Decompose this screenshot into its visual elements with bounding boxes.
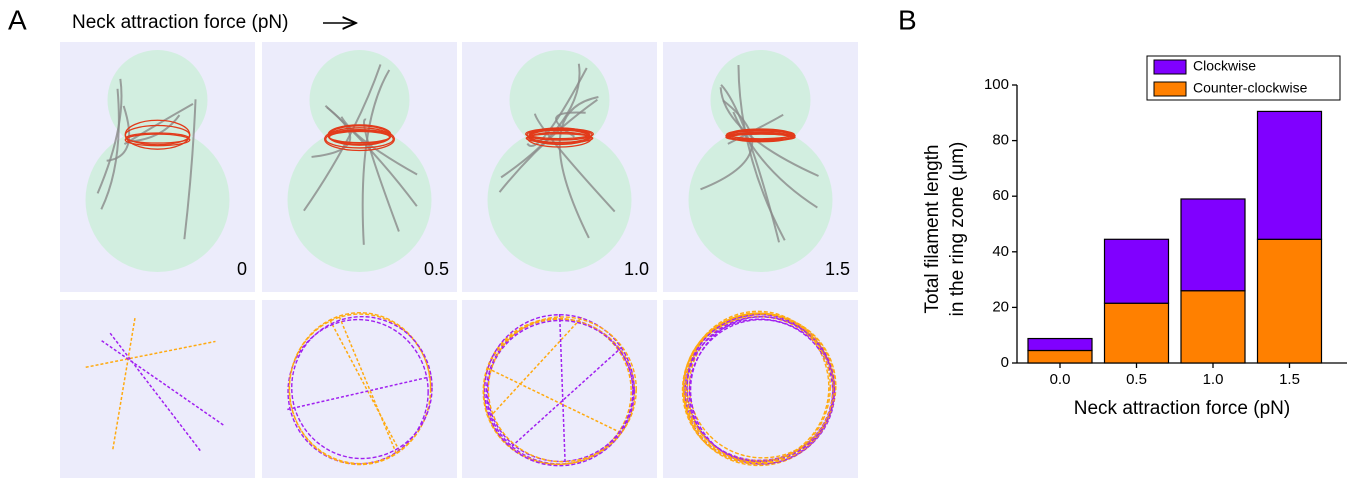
y-axis-label: Total filament length (922, 145, 943, 314)
bar-segment (1258, 111, 1322, 239)
bar-segment (1028, 339, 1092, 351)
bar-segment (1028, 350, 1092, 363)
y-tick-label: 60 (992, 187, 1009, 204)
tile-bg (60, 300, 255, 478)
y-axis-label: in the ring zone (μm) (947, 142, 968, 317)
x-axis-label: Neck attraction force (pN) (1074, 398, 1290, 419)
y-tick-label: 40 (992, 243, 1009, 260)
x-tick-label: 0.5 (1126, 371, 1147, 388)
y-tick-label: 80 (992, 132, 1009, 149)
panel-title: Neck attraction force (pN) (72, 12, 288, 33)
bar-segment (1181, 199, 1245, 291)
cell-mother (689, 128, 833, 272)
tiles: 0 0.5 1.0 1.5 (60, 42, 858, 478)
chart-b: 0 20 40 60 80 100 0.0 0.5 1.0 1.5 Neck attraction … (922, 56, 1347, 419)
x-tick-label: 0.0 (1050, 371, 1071, 388)
bar-segment (1105, 239, 1169, 303)
y-tick-label: 20 (992, 298, 1009, 315)
y-tick-label: 100 (984, 76, 1009, 93)
bar-segment (1181, 291, 1245, 363)
legend-label: Clockwise (1193, 58, 1256, 74)
tile-label: 1.0 (624, 259, 649, 279)
cell-mother (288, 128, 432, 272)
bar-segment (1258, 239, 1322, 363)
y-tick-label: 0 (1001, 354, 1009, 371)
legend-swatch (1154, 60, 1186, 74)
legend-swatch (1154, 82, 1186, 96)
x-tick-label: 1.0 (1203, 371, 1224, 388)
legend-label: Counter-clockwise (1193, 80, 1308, 96)
panel-label: B (898, 4, 917, 35)
tile-label: 1.5 (825, 259, 850, 279)
x-tick-label: 1.5 (1279, 371, 1300, 388)
tile-label: 0 (237, 259, 247, 279)
bar-segment (1105, 303, 1169, 363)
tile-label: 0.5 (424, 259, 449, 279)
panel-label: A (8, 4, 27, 35)
figure: A B Neck attraction force (pN) 0 0.5 1.0 1.… (0, 0, 1359, 483)
